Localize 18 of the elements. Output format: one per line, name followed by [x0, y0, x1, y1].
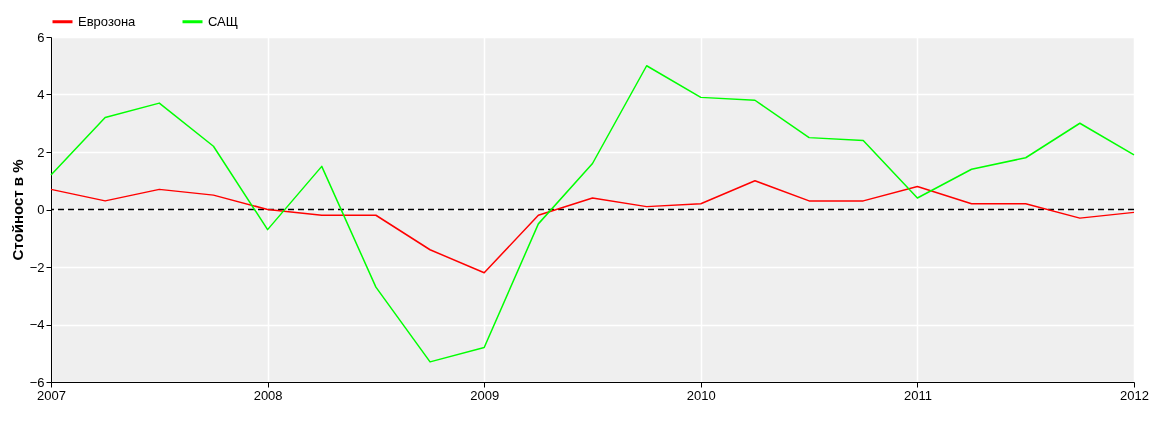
legend-label: САЩ [208, 13, 238, 29]
x-tick-label: 2010 [686, 387, 716, 403]
y-tick-label: −6 [29, 374, 45, 390]
line-series [50, 180, 1135, 274]
y-tick-label: −4 [29, 317, 45, 332]
x-tick-label: 2012 [1120, 387, 1149, 403]
x-tick-label: 2007 [37, 387, 66, 403]
y-tick-label: 0 [37, 202, 45, 217]
x-tick-label: 2011 [903, 387, 932, 403]
y-tick-label: −2 [29, 259, 45, 275]
x-tick-label: 2008 [253, 387, 283, 403]
line-series [50, 65, 1135, 363]
y-tick-label: 2 [37, 144, 45, 160]
y-tick-label: 6 [37, 29, 45, 45]
x-tick-label: 2009 [470, 387, 500, 403]
y-tick-label: 4 [37, 87, 45, 102]
legend-label: Еврозона [78, 13, 137, 29]
y-axis-title: Стойност в % [8, 159, 26, 261]
